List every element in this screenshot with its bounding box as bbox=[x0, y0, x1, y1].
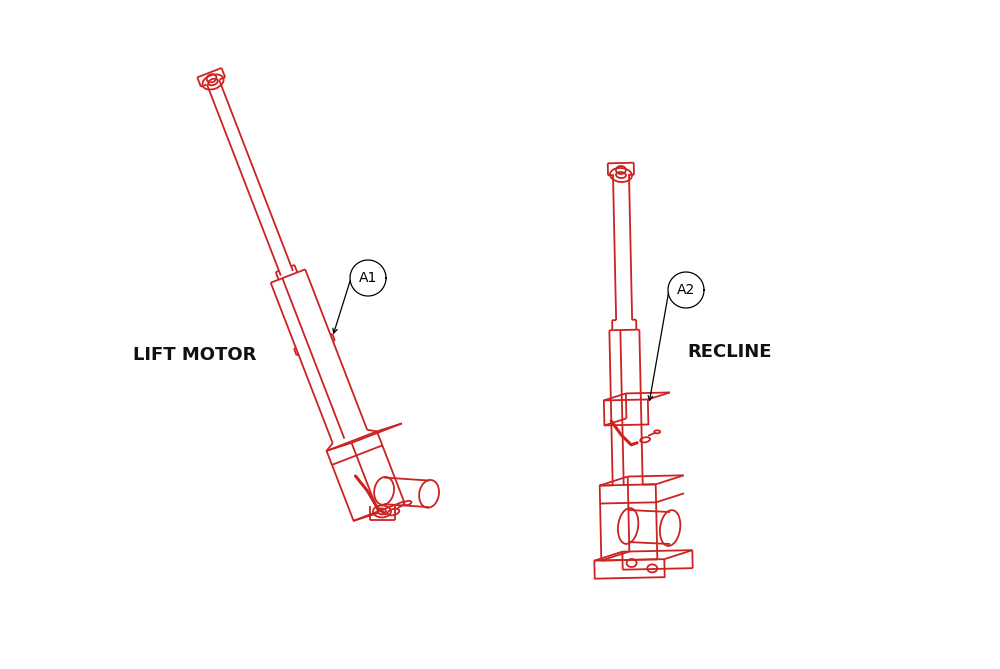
Text: A1: A1 bbox=[359, 271, 377, 285]
Text: A2: A2 bbox=[677, 283, 695, 297]
Text: RECLINE: RECLINE bbox=[688, 343, 772, 361]
Text: LIFT MOTOR: LIFT MOTOR bbox=[133, 346, 257, 364]
